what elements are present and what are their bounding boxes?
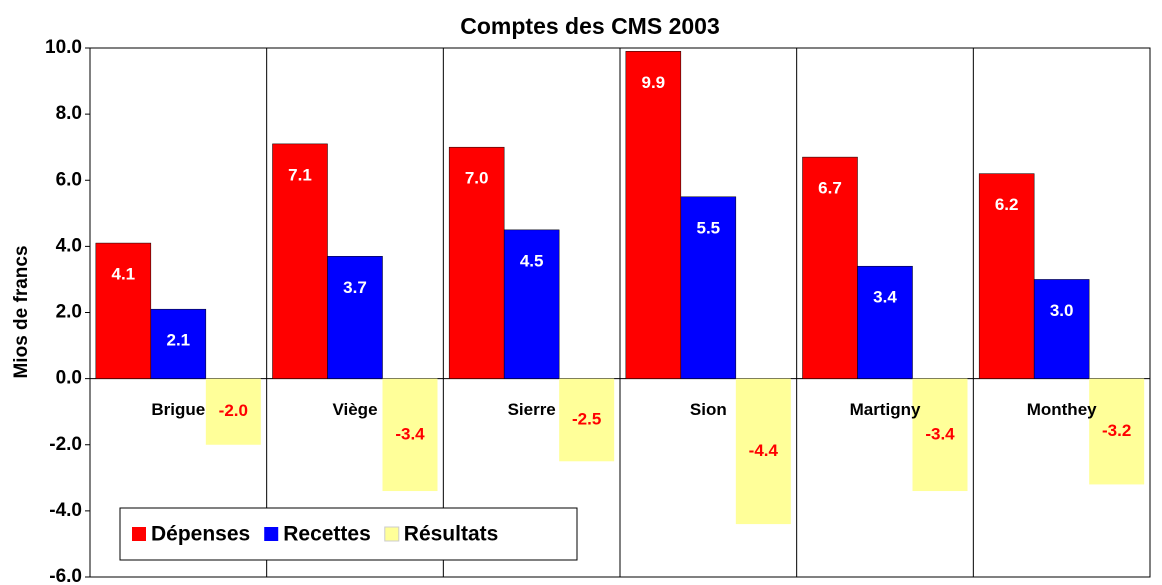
y-tick-label: 0.0 <box>56 368 82 389</box>
data-label: -3.4 <box>925 424 955 443</box>
data-label: 7.0 <box>465 169 489 188</box>
y-tick-label: -6.0 <box>49 566 82 585</box>
bar <box>559 378 615 462</box>
x-tick-label: Monthey <box>1027 400 1097 419</box>
bar <box>857 265 913 379</box>
data-label: -4.4 <box>749 441 779 460</box>
data-label: 7.1 <box>288 165 312 184</box>
legend-box <box>119 507 578 561</box>
legend-swatch <box>132 527 146 541</box>
data-label: 6.2 <box>995 195 1019 214</box>
y-tick-label: 10.0 <box>45 37 82 58</box>
data-label: 6.7 <box>818 179 842 198</box>
data-label: -2.0 <box>219 401 248 420</box>
bar <box>150 308 207 379</box>
data-label: -3.4 <box>395 424 425 443</box>
legend-label: Résultats <box>404 523 499 546</box>
data-label: 3.7 <box>343 278 367 297</box>
data-label: 4.1 <box>112 265 136 284</box>
data-label: 4.5 <box>520 251 544 270</box>
data-label: 5.5 <box>697 218 721 237</box>
y-tick-label: -2.0 <box>49 434 82 455</box>
bar <box>1033 279 1090 379</box>
bar <box>272 143 328 379</box>
bar <box>327 256 383 379</box>
y-tick-label: -4.0 <box>49 500 82 521</box>
bar <box>802 156 858 379</box>
legend-swatch <box>384 526 400 542</box>
x-tick-label: Martigny <box>850 400 921 419</box>
bar <box>912 378 968 492</box>
y-tick-label: 6.0 <box>56 169 82 190</box>
y-tick-label: 2.0 <box>56 302 82 323</box>
bar <box>625 51 682 379</box>
x-tick-label: Viège <box>332 400 377 419</box>
bar <box>735 378 791 525</box>
legend-label: Dépenses <box>151 523 250 546</box>
bar <box>680 196 737 379</box>
data-label: 3.0 <box>1050 301 1074 320</box>
y-axis-label: Mios de francs <box>11 245 32 378</box>
data-label: 2.1 <box>167 331 191 350</box>
x-tick-label: Brigue <box>151 400 205 419</box>
legend-swatch <box>264 527 279 541</box>
data-label: 3.4 <box>873 288 897 307</box>
y-tick-label: 4.0 <box>56 235 82 256</box>
x-tick-label: Sion <box>690 400 727 419</box>
chart-title: Comptes des CMS 2003 <box>460 13 719 39</box>
bar <box>448 146 505 379</box>
bar <box>95 242 152 379</box>
bar <box>1089 378 1145 485</box>
data-label: -3.2 <box>1102 421 1131 440</box>
legend-label: Recettes <box>283 523 371 546</box>
x-tick-label: Sierre <box>508 400 556 419</box>
bar <box>978 173 1035 379</box>
data-label: -2.5 <box>572 409 601 428</box>
bar <box>382 378 438 492</box>
bar <box>205 378 261 445</box>
data-label: 9.9 <box>642 73 666 92</box>
bar <box>503 229 560 379</box>
y-tick-label: 8.0 <box>56 103 82 124</box>
